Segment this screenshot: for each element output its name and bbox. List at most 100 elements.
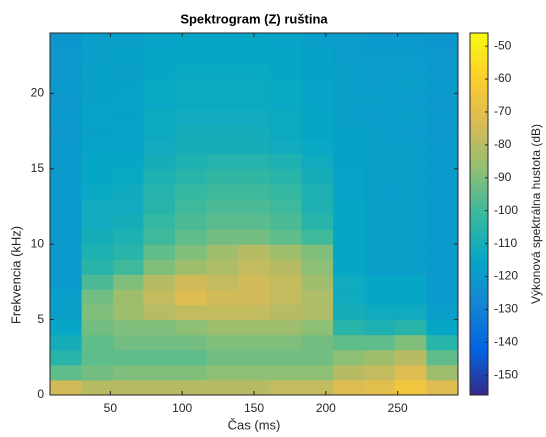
heatmap-cell xyxy=(206,93,239,109)
heatmap-cell xyxy=(206,304,239,321)
heatmap-cell xyxy=(364,364,396,381)
heatmap-cell xyxy=(50,183,83,200)
heatmap-cell xyxy=(301,304,334,321)
heatmap-cell xyxy=(81,78,114,94)
heatmap-cell xyxy=(81,108,114,124)
heatmap-cell xyxy=(364,289,396,305)
heatmap-cell xyxy=(81,63,114,79)
heatmap-cell xyxy=(301,168,334,185)
heatmap-cell xyxy=(238,364,271,381)
heatmap-cell xyxy=(364,63,396,79)
x-tick-label: 200 xyxy=(316,401,336,415)
colorbar-tick-label: -60 xyxy=(494,71,512,85)
heatmap-cell xyxy=(301,259,334,275)
heatmap-cell xyxy=(113,274,144,290)
heatmap-cell xyxy=(81,123,114,140)
heatmap-cell xyxy=(364,349,396,366)
heatmap-cell xyxy=(174,214,208,230)
heatmap-cell xyxy=(333,33,366,49)
heatmap-cell xyxy=(174,183,208,200)
heatmap-cell xyxy=(301,274,334,290)
heatmap-cell xyxy=(50,319,83,336)
heatmap-cell xyxy=(426,289,459,305)
heatmap-cell xyxy=(333,48,366,64)
heatmap-cell xyxy=(113,123,144,140)
heatmap-cell xyxy=(269,274,302,290)
heatmap-cell xyxy=(394,304,427,321)
heatmap-cell xyxy=(426,33,459,49)
heatmap-cell xyxy=(238,349,271,366)
heatmap-cell xyxy=(206,364,239,381)
heatmap-cell xyxy=(301,319,334,336)
heatmap-cell xyxy=(143,379,176,396)
heatmap-cell xyxy=(113,108,144,124)
heatmap-cell xyxy=(426,123,459,140)
heatmap-cell xyxy=(426,198,459,215)
heatmap-cell xyxy=(269,289,302,305)
heatmap-cell xyxy=(174,334,208,351)
heatmap-cell xyxy=(143,123,176,140)
heatmap-cell xyxy=(394,289,427,305)
heatmap-cell xyxy=(238,138,271,155)
heatmap-cell xyxy=(143,63,176,79)
colorbar-tick-label: -150 xyxy=(494,367,518,381)
heatmap-cell xyxy=(206,244,239,260)
heatmap-cell xyxy=(426,78,459,94)
heatmap-cell xyxy=(426,153,459,170)
y-tick-label: 0 xyxy=(37,387,44,401)
heatmap-cell xyxy=(426,229,459,245)
heatmap-cell xyxy=(238,78,271,94)
heatmap-cell xyxy=(394,244,427,260)
heatmap-cell xyxy=(364,168,396,185)
heatmap-cell xyxy=(143,214,176,230)
x-tick-label: 150 xyxy=(244,401,264,415)
colorbar-tick-label: -130 xyxy=(494,302,518,316)
heatmap-cell xyxy=(50,259,83,275)
heatmap-cell xyxy=(174,364,208,381)
heatmap-cell xyxy=(113,379,144,396)
y-axis-label: Frekvencia (kHz) xyxy=(8,226,23,324)
heatmap-cell xyxy=(394,153,427,170)
heatmap-cell xyxy=(113,214,144,230)
heatmap-cell xyxy=(364,259,396,275)
heatmap-cell xyxy=(333,364,366,381)
heatmap-cell xyxy=(394,48,427,64)
colorbar-tick-label: -80 xyxy=(494,137,512,151)
heatmap-cell xyxy=(50,63,83,79)
heatmap-cell xyxy=(394,214,427,230)
colorbar-tick-label: -110 xyxy=(494,236,517,250)
heatmap-cell xyxy=(426,48,459,64)
heatmap-cell xyxy=(238,229,271,245)
heatmap-cell xyxy=(301,349,334,366)
heatmap-cell xyxy=(113,183,144,200)
heatmap-cell xyxy=(394,349,427,366)
heatmap-cell xyxy=(238,153,271,170)
heatmap-cell xyxy=(426,259,459,275)
heatmap-cell xyxy=(301,379,334,396)
heatmap-cell xyxy=(238,183,271,200)
heatmap-cell xyxy=(238,63,271,79)
heatmap-cell xyxy=(269,319,302,336)
heatmap-cell xyxy=(174,93,208,109)
heatmap-cell xyxy=(238,93,271,109)
y-tick-label: 10 xyxy=(31,236,45,250)
heatmap-cell xyxy=(426,334,459,351)
heatmap-cell xyxy=(143,198,176,215)
x-tick-label: 250 xyxy=(388,401,408,415)
heatmap-cell xyxy=(50,48,83,64)
heatmap-cell xyxy=(113,229,144,245)
heatmap-cell xyxy=(426,63,459,79)
heatmap-cell xyxy=(426,319,459,336)
heatmap-cell xyxy=(81,244,114,260)
heatmap-cell xyxy=(113,153,144,170)
heatmap-cell xyxy=(174,33,208,49)
heatmap-cell xyxy=(238,198,271,215)
heatmap-cell xyxy=(426,214,459,230)
heatmap-cell xyxy=(143,48,176,64)
heatmap-cell xyxy=(143,153,176,170)
heatmap-cell xyxy=(301,229,334,245)
heatmap-cell xyxy=(394,379,427,396)
heatmap-cell xyxy=(301,183,334,200)
y-tick-label: 20 xyxy=(31,86,45,100)
heatmap-cell xyxy=(333,183,366,200)
